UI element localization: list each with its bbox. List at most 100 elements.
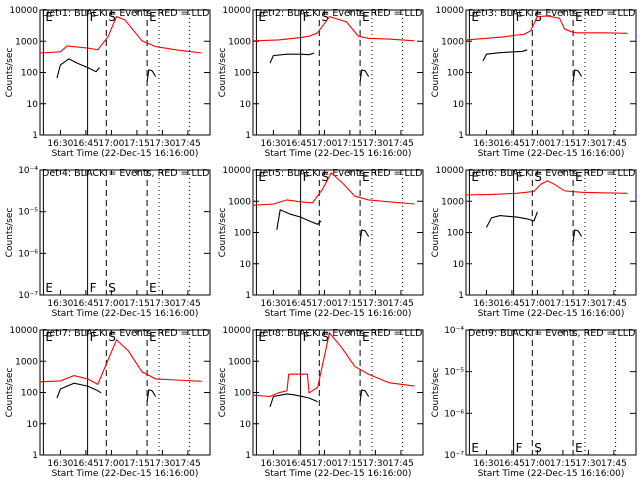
x-tick-label: 17:00 — [524, 139, 550, 149]
marker-label: E — [362, 170, 370, 184]
series-lld — [39, 15, 202, 54]
x-axis-label: Start Time (22-Dec-15 16:16:00) — [52, 149, 199, 159]
panel-title: Det 2: BLACK = Events, RED = LLD — [255, 8, 422, 19]
x-tick-label: 16:45 — [73, 299, 99, 309]
x-tick-label: 17:00 — [524, 299, 550, 309]
x-tick-label: 17:15 — [550, 139, 576, 149]
x-tick-label: 17:15 — [337, 459, 363, 469]
marker-label: E — [471, 10, 479, 24]
y-tick-label: 100 — [447, 69, 464, 79]
x-tick-label: 17:30 — [149, 299, 175, 309]
series-events — [482, 49, 528, 62]
plot-frame — [465, 169, 637, 296]
marker-label: S — [321, 330, 329, 344]
marker-label: E — [45, 10, 53, 24]
y-tick-label: 1 — [458, 131, 464, 141]
x-axis-label: Start Time (22-Dec-15 16:16:00) — [52, 309, 199, 319]
y-tick-label: 10000 — [435, 6, 464, 16]
x-tick-label: 17:30 — [149, 459, 175, 469]
marker-label: F — [303, 170, 310, 184]
x-tick-label: 16:30 — [473, 459, 499, 469]
x-axis-label: Start Time (22-Dec-15 16:16:00) — [265, 309, 412, 319]
marker-label: E — [149, 281, 157, 295]
marker-label: E — [362, 10, 370, 24]
series-lld — [252, 15, 415, 42]
y-tick-label: 1000 — [228, 197, 251, 207]
panel-det-4: Det 4: BLACK = Events, RED = LLD 10⁻⁷ 10⁻⁶… — [5, 166, 211, 319]
x-tick-label: 17:15 — [550, 459, 576, 469]
series-lld — [252, 331, 415, 398]
series-events — [269, 52, 315, 64]
x-tick-label: 17:00 — [98, 299, 124, 309]
marker-label: E — [575, 170, 583, 184]
y-axis-label: Counts/sec — [431, 48, 441, 98]
x-tick-label: 17:00 — [524, 459, 550, 469]
marker-label: E — [575, 441, 583, 455]
x-tick-label: 16:45 — [73, 459, 99, 469]
y-tick-label: 1000 — [15, 37, 38, 47]
marker-label: F — [90, 10, 97, 24]
x-axis-label: Start Time (22-Dec-15 16:16:00) — [478, 309, 625, 319]
y-tick-label: 1 — [458, 291, 464, 301]
y-tick-label: 10⁻⁴ — [444, 326, 464, 336]
series-lld — [465, 180, 628, 196]
x-tick-label: 16:30 — [260, 299, 286, 309]
y-tick-label: 1000 — [228, 357, 251, 367]
series-events — [146, 69, 157, 82]
series-events — [56, 382, 102, 399]
marker-label: E — [471, 441, 479, 455]
y-tick-label: 10⁻⁴ — [18, 166, 38, 176]
y-axis-label: Counts/sec — [5, 48, 15, 98]
x-axis-label: Start Time (22-Dec-15 16:16:00) — [478, 149, 625, 159]
x-tick-label: 16:45 — [499, 459, 525, 469]
marker-label: S — [108, 330, 116, 344]
marker-label: E — [362, 330, 370, 344]
marker-label: E — [258, 170, 266, 184]
x-tick-label: 17:00 — [311, 459, 337, 469]
x-tick-label: 16:30 — [47, 299, 73, 309]
x-tick-label: 17:15 — [124, 139, 150, 149]
series-events — [485, 211, 538, 228]
y-axis-label: Counts/sec — [431, 368, 441, 418]
marker-label: E — [471, 170, 479, 184]
marker-label: F — [303, 330, 310, 344]
x-tick-label: 17:30 — [149, 139, 175, 149]
panel-det-1: Det 1: BLACK = Events, RED = LLD 1 10 100 10… — [5, 6, 211, 159]
marker-label: S — [321, 170, 329, 184]
marker-label: E — [45, 330, 53, 344]
y-tick-label: 10⁻⁷ — [444, 451, 464, 461]
marker-label: F — [90, 330, 97, 344]
series-lld — [39, 338, 202, 386]
y-tick-label: 1 — [32, 131, 38, 141]
y-tick-label: 1000 — [441, 37, 464, 47]
x-tick-label: 17:45 — [601, 459, 627, 469]
y-tick-label: 100 — [234, 69, 251, 79]
panel-det-2: Det 2: BLACK = Events, RED = LLD 1 10 100 10… — [218, 6, 424, 159]
plot-frame — [39, 9, 211, 136]
panel-det-9: Det 9: BLACK = Events, RED = LLD 10⁻⁷ 10⁻⁶… — [431, 326, 637, 479]
y-tick-label: 10 — [27, 420, 39, 430]
x-tick-label: 16:45 — [499, 299, 525, 309]
y-tick-label: 10000 — [222, 6, 251, 16]
y-tick-label: 10⁻⁵ — [444, 368, 464, 378]
plot-frame — [39, 329, 211, 456]
y-tick-label: 10 — [27, 100, 39, 110]
x-tick-label: 17:15 — [550, 299, 576, 309]
marker-label: F — [516, 441, 523, 455]
y-axis-label: Counts/sec — [218, 208, 228, 258]
y-tick-label: 10000 — [222, 166, 251, 176]
y-tick-label: 1000 — [228, 37, 251, 47]
x-axis-label: Start Time (22-Dec-15 16:16:00) — [265, 469, 412, 479]
x-tick-label: 16:30 — [473, 299, 499, 309]
x-tick-label: 17:45 — [388, 459, 414, 469]
x-tick-label: 17:30 — [575, 459, 601, 469]
panel-title: Det 1: BLACK = Events, RED = LLD — [42, 8, 209, 19]
panel-title: Det 4: BLACK = Events, RED = LLD — [42, 168, 209, 179]
y-tick-label: 10000 — [435, 166, 464, 176]
x-tick-label: 17:00 — [98, 139, 124, 149]
x-tick-label: 17:00 — [311, 299, 337, 309]
y-tick-label: 100 — [447, 229, 464, 239]
x-tick-label: 17:45 — [175, 459, 201, 469]
marker-label: S — [321, 10, 329, 24]
x-tick-label: 17:15 — [124, 299, 150, 309]
